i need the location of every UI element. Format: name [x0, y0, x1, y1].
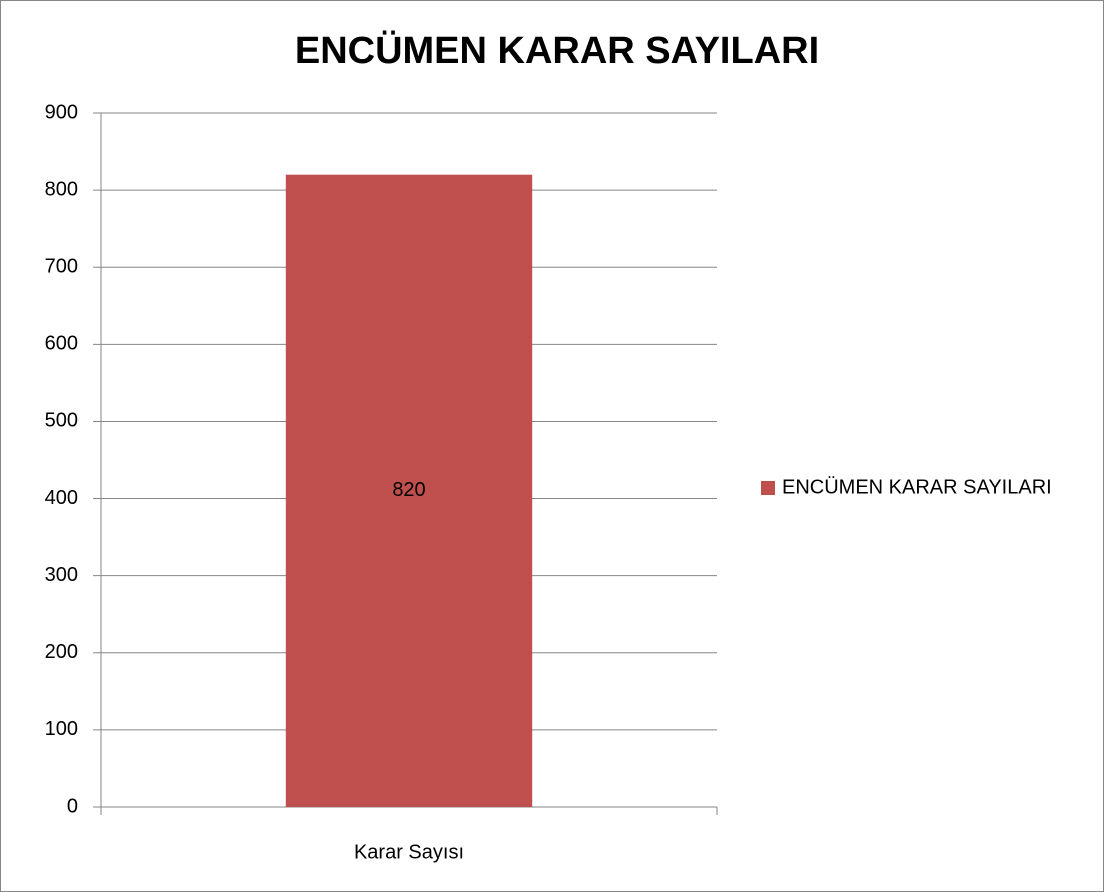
y-tick-label: 900 — [45, 101, 78, 123]
y-tick-label: 500 — [45, 410, 78, 432]
bar — [285, 174, 533, 807]
y-tick-label: 800 — [45, 178, 78, 200]
y-tick-label: 0 — [67, 795, 78, 817]
legend-swatch — [761, 481, 775, 495]
x-tick-label: Karar Sayısı — [354, 841, 464, 863]
chart-title: ENCÜMEN KARAR SAYILARI — [295, 29, 819, 72]
y-tick-label: 600 — [45, 333, 78, 355]
y-tick-label: 200 — [45, 641, 78, 663]
y-tick-label: 300 — [45, 564, 78, 586]
data-label: 820 — [392, 479, 425, 501]
y-tick-label: 400 — [45, 487, 78, 509]
y-tick-label: 100 — [45, 718, 78, 740]
legend-label: ENCÜMEN KARAR SAYILARI — [782, 476, 1052, 498]
y-tick-label: 700 — [45, 256, 78, 278]
